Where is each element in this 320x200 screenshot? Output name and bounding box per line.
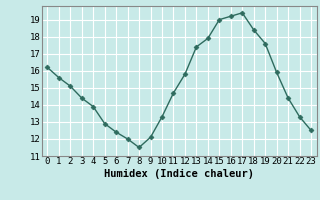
X-axis label: Humidex (Indice chaleur): Humidex (Indice chaleur) — [104, 169, 254, 179]
